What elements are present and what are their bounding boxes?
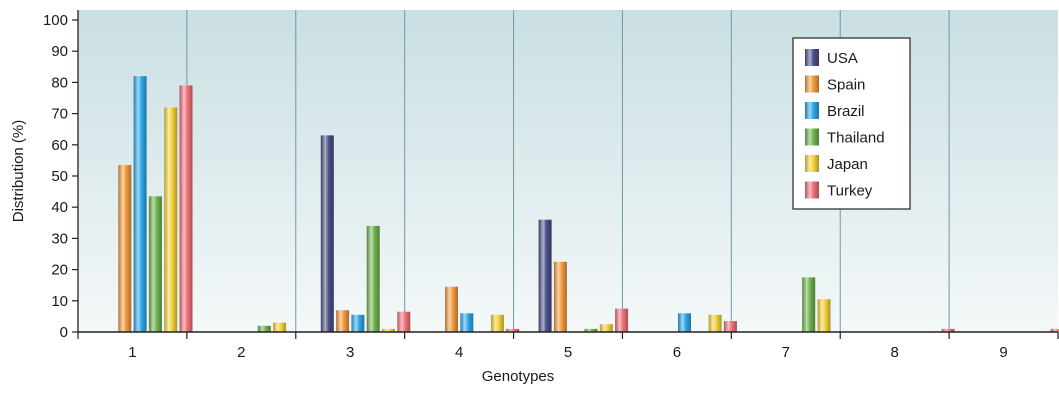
legend-swatch-usa: [805, 49, 819, 66]
x-tick-label: 7: [782, 344, 790, 361]
bar-turkey-8: [941, 328, 955, 332]
y-tick-label: 0: [60, 324, 68, 341]
bars: [118, 76, 1059, 333]
bar-usa-3: [320, 135, 334, 332]
bar-brazil-6: [678, 313, 691, 332]
bar-usa-5: [538, 219, 552, 332]
bar-japan-3: [382, 328, 395, 332]
bar-japan-1: [164, 107, 178, 333]
y-axis-title: Distribution (%): [10, 120, 27, 223]
y-tick-label: 90: [51, 43, 68, 60]
legend-label-spain: Spain: [827, 77, 865, 94]
legend-label-turkey: Turkey: [827, 183, 873, 200]
legend-label-brazil: Brazil: [827, 103, 865, 120]
legend: USA Spain Brazil Thailand Japan Turkey: [792, 37, 911, 210]
bar-japan-6: [708, 314, 722, 332]
y-tick-label: 50: [51, 168, 68, 185]
y-tick-label: 30: [51, 230, 68, 247]
bar-thailand-3: [366, 225, 380, 332]
bar-brazil-1: [133, 76, 147, 332]
bar-turkey-3: [397, 311, 411, 332]
bar-brazil-4: [460, 313, 474, 332]
x-tick-label: 1: [128, 344, 136, 361]
legend-box: [792, 37, 911, 210]
bar-japan-2: [273, 322, 287, 332]
bar-turkey-5: [615, 308, 629, 332]
bar-thailand-2: [257, 325, 271, 332]
legend-swatch-turkey: [805, 181, 819, 199]
x-tick-label: 5: [564, 344, 572, 361]
axes: 0 10 20 30 40 50 60 70 80 90 100 1 2 3 4 5 6 7 8 9: [43, 10, 1059, 361]
legend-swatch-thailand: [805, 128, 819, 146]
legend-swatch-japan: [805, 155, 819, 172]
y-tick-label: 10: [51, 293, 68, 310]
bar-turkey-9: [1050, 328, 1059, 332]
y-tick-label: 20: [51, 262, 68, 279]
bar-spain-1: [118, 165, 132, 332]
bar-japan-4: [490, 314, 504, 332]
x-tick-label: 6: [673, 344, 681, 361]
bar-thailand-1: [148, 196, 162, 332]
x-axis-title: Genotypes: [482, 368, 555, 385]
legend-label-japan: Japan: [827, 156, 868, 173]
bar-brazil-3: [351, 314, 365, 332]
x-tick-label: 4: [455, 344, 463, 361]
legend-label-thailand: Thailand: [827, 130, 885, 147]
y-tick-label: 70: [51, 106, 68, 123]
x-tick-label: 2: [237, 344, 245, 361]
x-tick-label: 3: [346, 344, 354, 361]
bar-japan-5: [599, 324, 613, 332]
y-tick-label: 80: [51, 74, 68, 91]
bar-thailand-7: [802, 277, 816, 332]
x-tick-label: 9: [999, 344, 1007, 361]
y-tick-label: 100: [43, 12, 68, 29]
y-tick-label: 60: [51, 137, 68, 154]
legend-swatch-spain: [805, 75, 819, 93]
bar-turkey-6: [723, 321, 737, 332]
bar-spain-5: [553, 261, 567, 332]
legend-label-usa: USA: [827, 50, 858, 67]
y-tick-label: 40: [51, 199, 68, 216]
bar-spain-4: [445, 286, 458, 332]
legend-swatch-brazil: [805, 102, 819, 119]
bar-thailand-5: [584, 328, 598, 332]
bar-japan-7: [817, 299, 831, 332]
bar-turkey-1: [179, 85, 193, 332]
plot-background: [78, 10, 1058, 332]
x-tick-label: 8: [890, 344, 898, 361]
bar-spain-3: [336, 310, 350, 332]
bar-turkey-4: [506, 328, 520, 332]
